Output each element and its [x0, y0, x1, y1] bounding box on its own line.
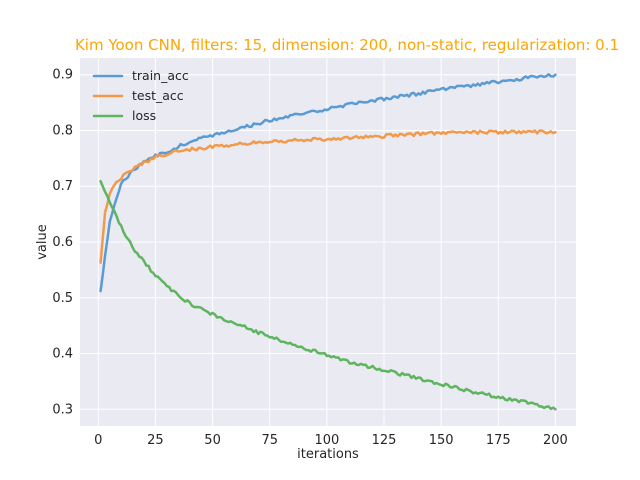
y-tick-label: 0.7 [52, 179, 73, 194]
series-line-loss [99, 179, 557, 411]
x-tick-label: 125 [372, 433, 397, 448]
legend-label: test_acc [132, 88, 184, 103]
y-tick-label: 0.9 [52, 68, 73, 83]
x-tick-label: 25 [147, 433, 164, 448]
x-axis-title: iterations [297, 447, 359, 462]
legend-label: train_acc [132, 68, 189, 83]
x-tick-label: 0 [94, 433, 102, 448]
y-tick-label: 0.5 [52, 291, 73, 306]
chart-title: Kim Yoon CNN, filters: 15, dimension: 20… [75, 36, 619, 54]
y-tick-label: 0.6 [52, 235, 73, 250]
x-tick-label: 200 [543, 433, 568, 448]
grid [80, 58, 576, 426]
y-axis-title: value [35, 224, 50, 260]
y-tick-label: 0.8 [52, 123, 73, 138]
y-axis-ticks: 0.3 0.4 0.5 0.6 0.7 0.8 0.9 [52, 68, 73, 418]
x-tick-label: 175 [486, 433, 511, 448]
x-tick-label: 100 [314, 433, 339, 448]
legend-label: loss [132, 108, 156, 123]
x-axis-ticks: 0 25 50 75 100 125 150 175 200 [94, 433, 568, 448]
x-tick-label: 150 [429, 433, 454, 448]
x-tick-label: 75 [261, 433, 278, 448]
series-lines [99, 73, 557, 411]
x-tick-label: 50 [204, 433, 221, 448]
series-line-test-acc [99, 129, 557, 264]
y-tick-label: 0.3 [52, 402, 73, 417]
y-tick-label: 0.4 [52, 347, 73, 362]
series-line-train-acc [99, 73, 557, 293]
